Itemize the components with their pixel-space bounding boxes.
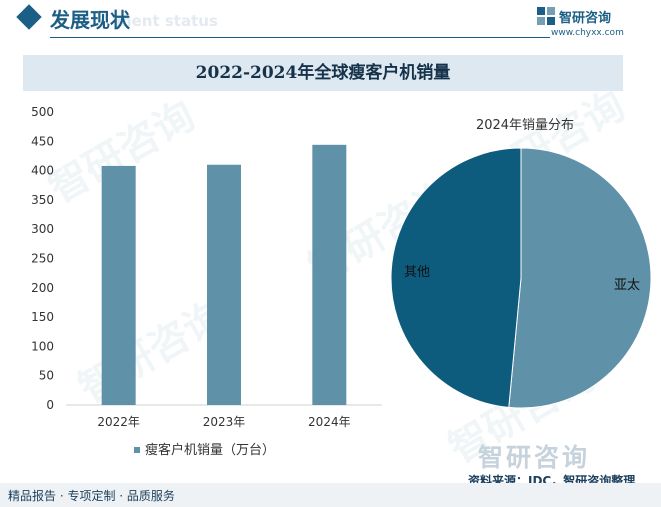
header-ghost-text: ment status [116,12,218,30]
y-tick-label: 350 [31,193,54,207]
pie-slice [508,147,652,409]
pie-slice-label: 其他 [404,265,430,280]
bar [207,164,241,405]
y-tick-label: 300 [31,222,54,236]
y-tick-label: 450 [31,134,54,148]
footer-brand-mark: 智研咨询 [478,443,591,472]
brand-logo-icon [537,7,555,25]
pie-slice-label: 亚太 [614,278,640,293]
x-tick-label: 2022年 [97,415,140,429]
page-header: ment status 发展现状 智研咨询 www.chyxx.com [0,0,661,40]
bar [312,144,347,406]
legend-label: 瘦客户机销量（万台） [145,442,275,458]
brand-name: 智研咨询 [559,11,612,26]
footer-tagline: 精品报告 · 专项定制 · 品质服务 [8,489,175,503]
pie-title: 2024年销量分布 [476,118,574,133]
pie-slice [390,147,522,408]
y-tick-label: 250 [31,252,54,266]
header-divider [50,37,550,38]
y-tick-label: 150 [31,310,54,324]
chart-title-bar: 2022-2024年全球瘦客户机销量 [23,55,623,91]
brand-logo-block: 智研咨询 www.chyxx.com [537,6,647,40]
page-title: 发展现状 [50,8,130,32]
y-tick-label: 0 [46,398,54,412]
legend-swatch [134,447,140,453]
footer-bar: 精品报告 · 专项定制 · 品质服务 [0,483,661,507]
x-tick-label: 2024年 [308,415,351,429]
y-tick-label: 100 [31,339,54,353]
y-tick-label: 200 [31,281,54,295]
chart-title: 2022-2024年全球瘦客户机销量 [195,63,451,83]
y-tick-label: 500 [31,105,54,119]
brand-url: www.chyxx.com [551,28,624,38]
x-tick-label: 2023年 [203,415,246,429]
bar [101,165,136,405]
y-tick-label: 50 [39,369,54,383]
y-tick-label: 400 [31,164,54,178]
